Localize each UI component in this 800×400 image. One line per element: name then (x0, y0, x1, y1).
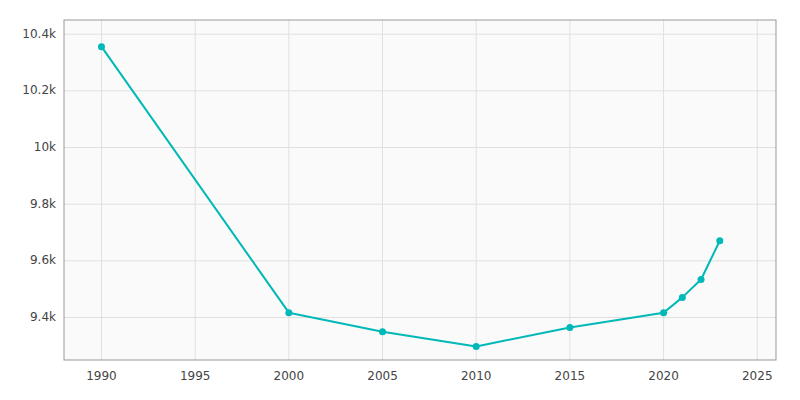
x-tick-label: 1990 (86, 369, 117, 383)
marker (679, 294, 686, 301)
line (101, 47, 719, 347)
chart-container: 9.4k 9.6k 9.8k 10k 10.2k 10.4k 1990 1995 2000 200… (0, 0, 800, 400)
y-tick-label: 9.6k (30, 253, 56, 267)
y-grid-line (64, 260, 776, 261)
marker (566, 324, 573, 331)
marker (716, 237, 723, 244)
y-tick-label: 9.4k (30, 310, 56, 324)
x-tick-label: 2015 (555, 369, 586, 383)
marker (98, 43, 105, 50)
x-grid-line (663, 20, 664, 360)
y-tick-label: 10.4k (22, 27, 56, 41)
chart: 9.4k 9.6k 9.8k 10k 10.2k 10.4k 1990 1995 2000 200… (0, 0, 800, 400)
marker (379, 328, 386, 335)
marker (698, 276, 705, 283)
y-grid-line (64, 34, 776, 35)
x-grid-line (476, 20, 477, 360)
x-tick-label: 2005 (367, 369, 398, 383)
plot-area (64, 20, 776, 360)
y-tick-label: 9.8k (30, 197, 56, 211)
x-tick-label: 1995 (180, 369, 211, 383)
y-grid-line (64, 204, 776, 205)
y-grid-line (64, 147, 776, 148)
y-grid-line (64, 317, 776, 318)
x-tick-label: 2010 (461, 369, 492, 383)
marker (285, 309, 292, 316)
data-group (98, 43, 723, 350)
marker (660, 309, 667, 316)
y-tick-label: 10.2k (22, 83, 56, 97)
x-grid-line (569, 20, 570, 360)
x-grid-line (757, 20, 758, 360)
y-grid-line (64, 90, 776, 91)
x-grid-line (382, 20, 383, 360)
plot-frame (64, 20, 776, 360)
x-grid-line (288, 20, 289, 360)
marker (473, 343, 480, 350)
x-grid-line (101, 20, 102, 360)
x-tick-label: 2020 (648, 369, 679, 383)
x-tick-label: 2000 (274, 369, 305, 383)
x-tick-label: 2025 (742, 369, 773, 383)
x-grid-line (195, 20, 196, 360)
y-tick-label: 10k (34, 140, 56, 154)
grid (64, 20, 776, 360)
axes: 9.4k 9.6k 9.8k 10k 10.2k 10.4k 1990 1995 2000 200… (22, 27, 772, 383)
